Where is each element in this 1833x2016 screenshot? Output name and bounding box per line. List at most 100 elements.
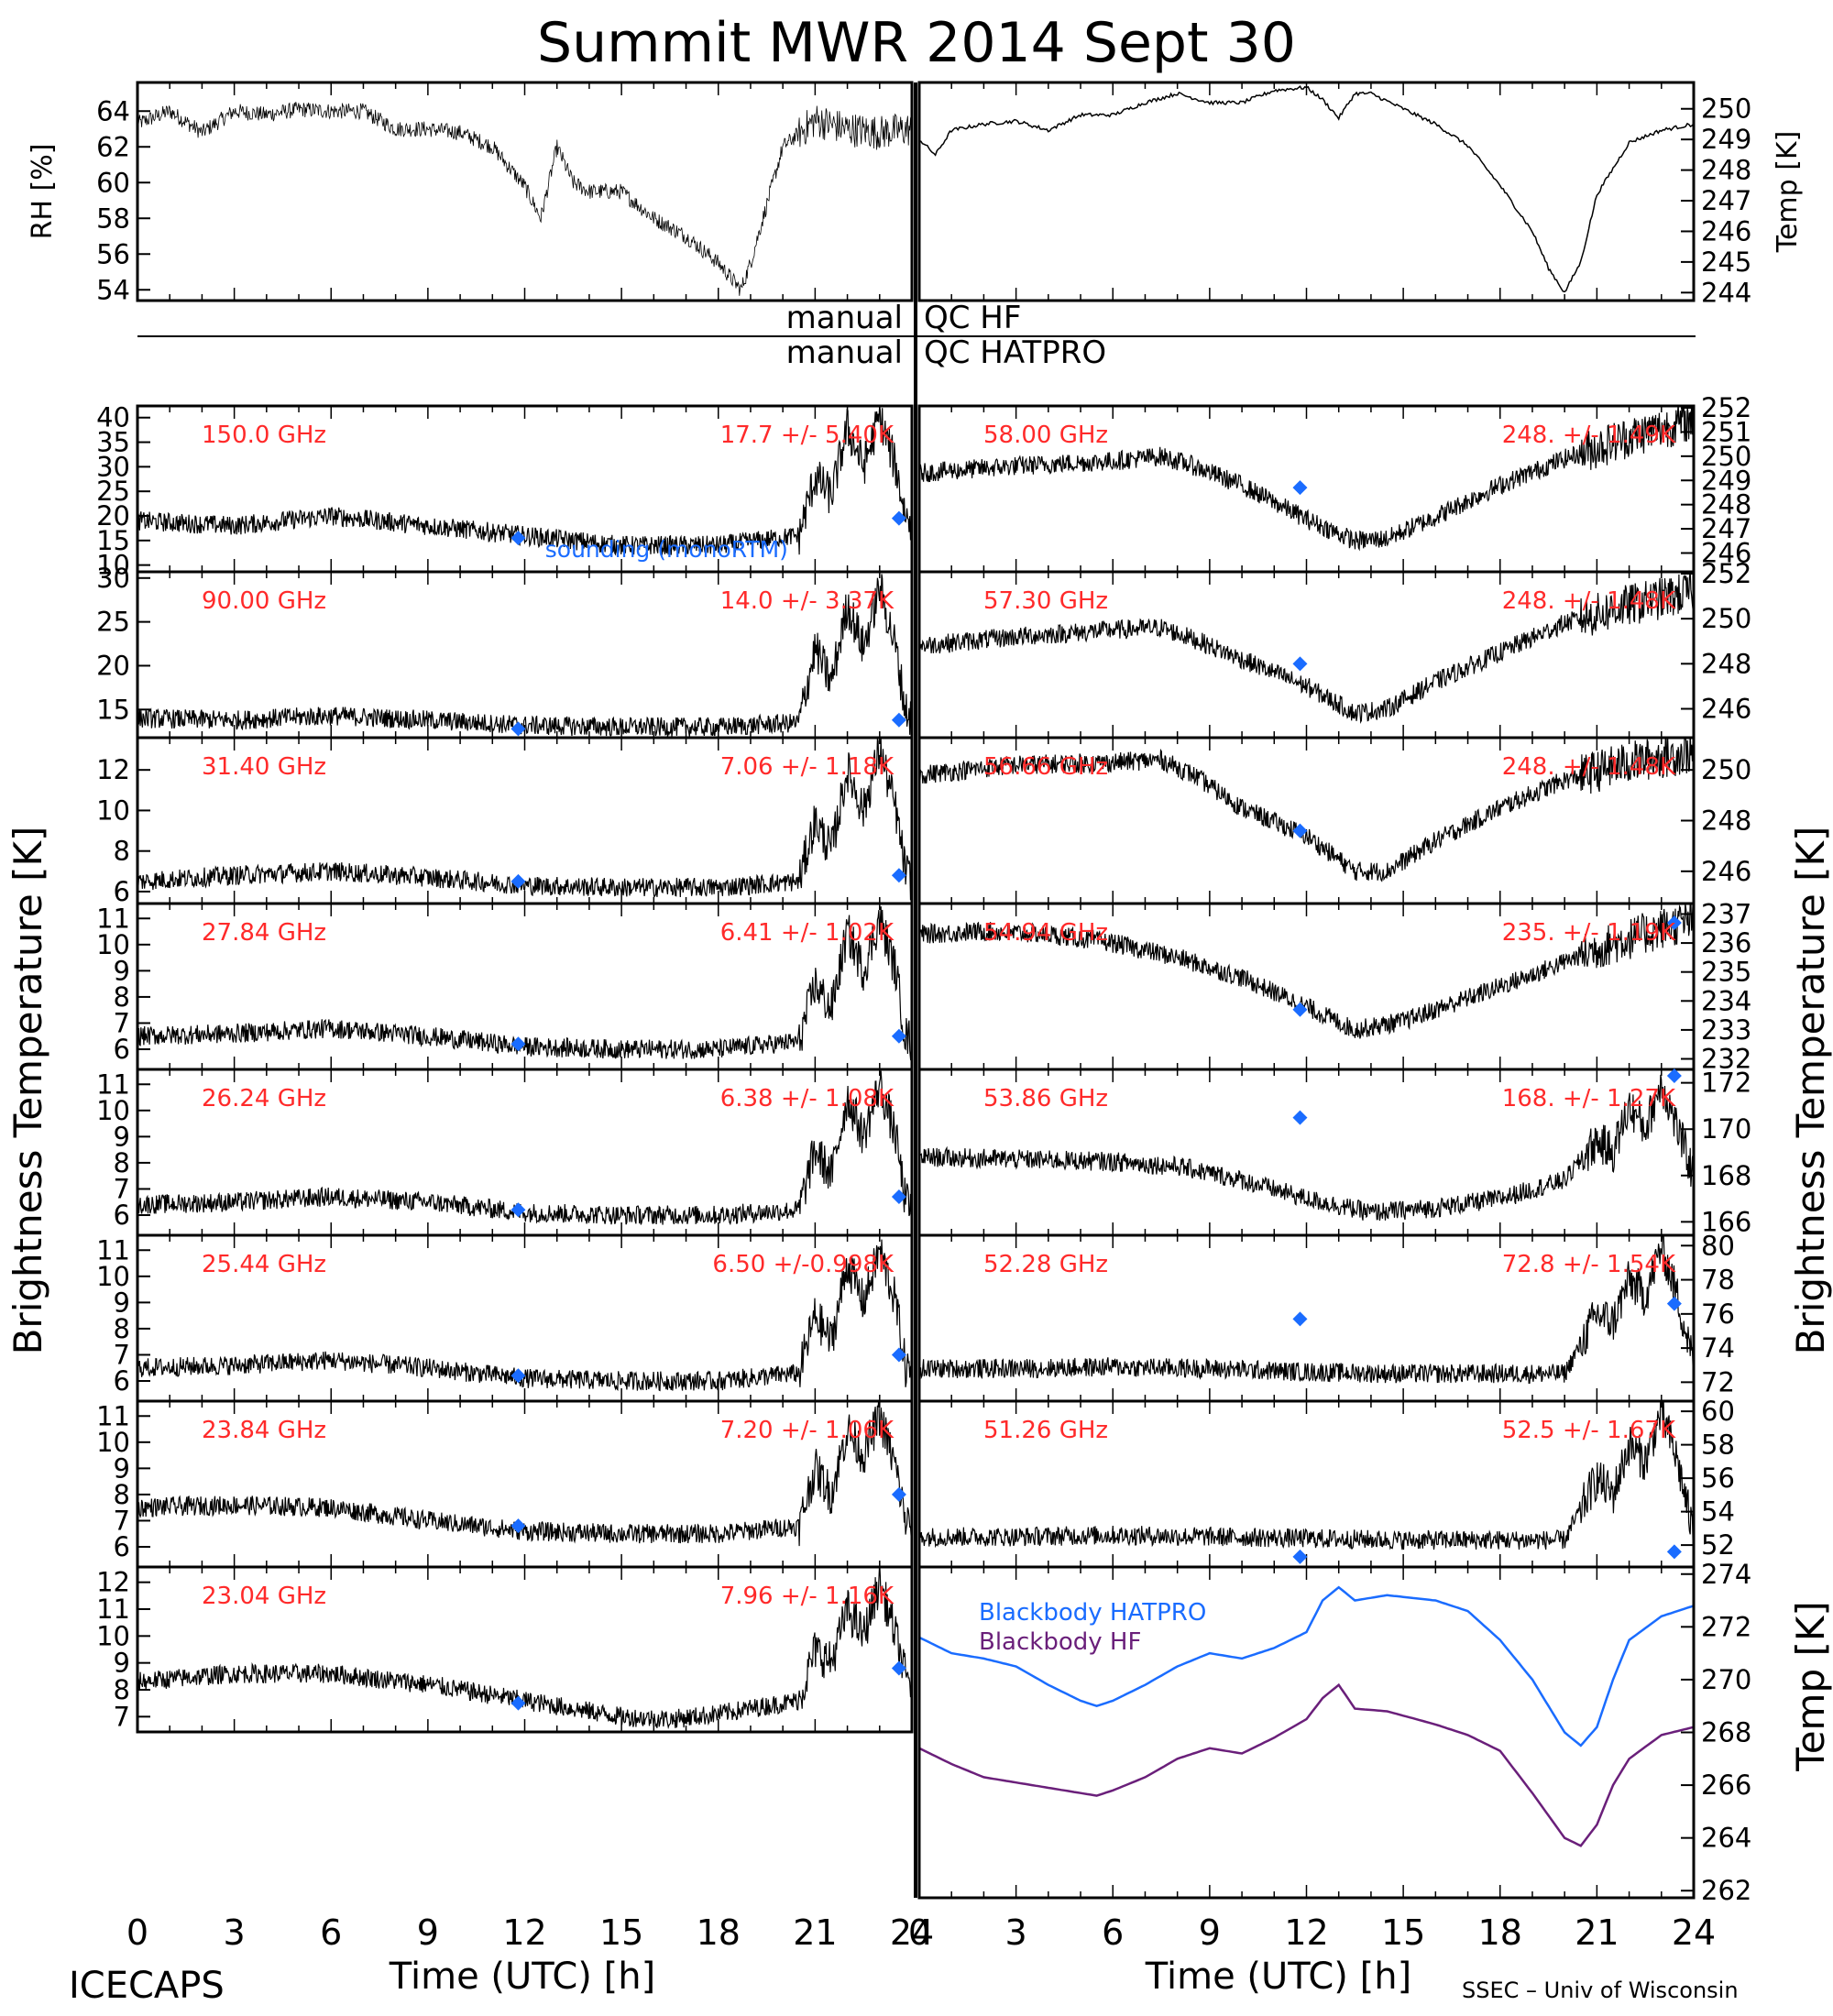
y-tick-label: 10 [96, 1095, 130, 1126]
y-tick-label: 9 [114, 1452, 130, 1484]
y-tick-label: 12 [96, 754, 130, 785]
x-tick-label: 15 [1381, 1912, 1425, 1953]
series-line [137, 1070, 912, 1226]
frequency-label: 31.40 GHz [202, 753, 326, 781]
y-tick-label: 74 [1701, 1332, 1735, 1364]
frequency-label: 54.94 GHz [983, 919, 1108, 947]
frequency-label: 58.00 GHz [983, 422, 1108, 449]
panel-frames [136, 81, 1696, 1900]
y-tick-label: 237 [1701, 898, 1751, 929]
frequency-label: 150.0 GHz [202, 422, 326, 449]
y-tick-label: 268 [1701, 1717, 1751, 1748]
y-tick-label: 172 [1701, 1068, 1751, 1099]
y-tick-label: 8 [114, 1313, 130, 1344]
chart-title: Summit MWR 2014 Sept 30 [537, 11, 1296, 75]
series-line [919, 1401, 1694, 1550]
y-tick-label: 6 [114, 876, 130, 907]
y-tick-label: 170 [1701, 1113, 1751, 1145]
series-line [919, 904, 1694, 1039]
y-tick-label: 15 [96, 525, 130, 556]
y-tick-label: 8 [114, 836, 130, 867]
bb-axis-title: Temp [K] [1788, 1601, 1833, 1772]
sounding-marker [510, 1518, 526, 1534]
y-tick-label: 9 [114, 1287, 130, 1318]
sounding-marker [510, 1036, 526, 1052]
y-tick-label: 60 [96, 167, 130, 198]
stat-label: 7.96 +/- 1.16K [720, 1583, 895, 1610]
y-tick-label: 244 [1701, 277, 1751, 308]
frequency-label: 57.30 GHz [983, 587, 1108, 615]
series-line [137, 1239, 912, 1392]
y-tick-label: 245 [1701, 247, 1751, 278]
sounding-marker [1666, 1296, 1682, 1311]
y-tick-label: 76 [1701, 1298, 1735, 1330]
x-tick-label: 12 [502, 1912, 546, 1953]
y-tick-label: 11 [96, 1400, 130, 1431]
y-tick-label: 274 [1701, 1559, 1751, 1590]
stat-label: 248. +/- 1.48K [1502, 587, 1676, 615]
y-tick-label: 233 [1701, 1014, 1751, 1046]
y-tick-label: 52 [1701, 1529, 1735, 1561]
y-tick-label: 248 [1701, 155, 1751, 186]
y-tick-label: 168 [1701, 1160, 1751, 1191]
series-line-0 [919, 1585, 1694, 1748]
sounding-marker [891, 1347, 906, 1363]
sounding-marker [510, 1202, 526, 1218]
y-tick-label: 20 [96, 500, 130, 531]
y-tick-label: 54 [1701, 1496, 1735, 1528]
y-tick-label: 248 [1701, 805, 1751, 837]
frequency-label: 23.04 GHz [202, 1583, 326, 1610]
y-tick-label: 8 [114, 1479, 130, 1510]
qc-left-1: manual [786, 300, 903, 336]
y-tick-label: 11 [96, 1068, 130, 1100]
y-tick-label: 248 [1701, 648, 1751, 679]
y-tick-label: 247 [1701, 513, 1751, 544]
y-tick-label: 25 [96, 476, 130, 507]
qc-right-2: QC HATPRO [924, 334, 1106, 371]
series-line [919, 738, 1694, 882]
sounding-marker [1292, 1311, 1308, 1327]
frequency-label: 26.24 GHz [202, 1085, 326, 1112]
stat-label: 235. +/- 1.19K [1502, 919, 1676, 947]
y-tick-label: 11 [96, 903, 130, 934]
y-tick-label: 249 [1701, 124, 1751, 155]
temp-line [919, 85, 1694, 293]
y-tick-label: 35 [96, 427, 130, 458]
stat-label: 7.06 +/- 1.18K [720, 753, 895, 781]
xlabel-left: Time (UTC) [h] [389, 1956, 655, 1998]
x-tick-label: 24 [890, 1912, 934, 1953]
frequency-label: 51.26 GHz [983, 1417, 1108, 1444]
y-tick-label: 6 [114, 1531, 130, 1562]
sounding-marker [1292, 480, 1308, 496]
series-line [137, 406, 912, 556]
y-tick-label: 10 [96, 929, 130, 960]
sounding-marker [891, 1486, 906, 1502]
axis-label: RH [%] [27, 144, 59, 240]
y-tick-label: 250 [1701, 441, 1751, 472]
y-tick-label: 9 [114, 1121, 130, 1152]
legend-entry: Blackbody HF [979, 1628, 1141, 1656]
stat-label: 248. +/- 1.49K [1502, 422, 1676, 449]
series-line-1 [919, 1682, 1694, 1847]
y-tick-label: 56 [96, 238, 130, 269]
y-tick-label: 270 [1701, 1664, 1751, 1695]
sounding-marker [891, 712, 906, 728]
stat-label: 7.20 +/- 1.06K [720, 1417, 895, 1444]
y-tick-label: 54 [96, 274, 130, 305]
y-tick-label: 20 [96, 650, 130, 681]
y-tick-label: 15 [96, 694, 130, 725]
series-line [137, 102, 912, 296]
x-tick-label: 9 [1199, 1912, 1221, 1953]
legend-entry: Blackbody HATPRO [979, 1599, 1206, 1627]
sounding-marker [1292, 1110, 1308, 1125]
y-tick-label: 248 [1701, 489, 1751, 520]
frequency-label: 23.84 GHz [202, 1417, 326, 1444]
sounding-marker [1292, 1002, 1308, 1017]
y-tick-label: 250 [1701, 93, 1751, 125]
y-tick-label: 10 [96, 1620, 130, 1651]
y-tick-label: 10 [96, 1427, 130, 1458]
series-line [919, 1074, 1694, 1222]
y-tick-label: 30 [96, 563, 130, 594]
y-tick-label: 40 [96, 402, 130, 433]
